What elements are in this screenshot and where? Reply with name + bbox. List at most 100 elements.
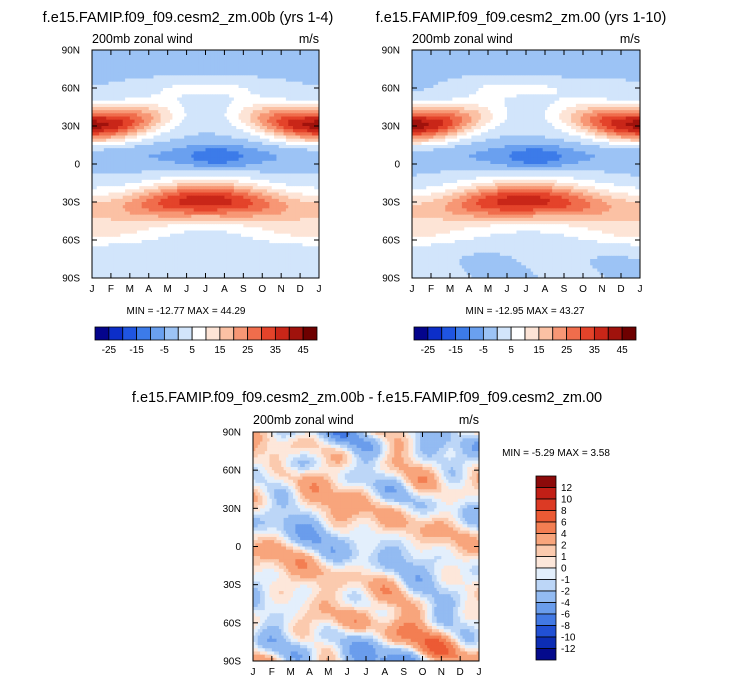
field-cell bbox=[177, 170, 180, 174]
field-cell bbox=[226, 50, 230, 54]
field-cell bbox=[266, 186, 270, 190]
field-cell bbox=[179, 148, 183, 152]
field-cell bbox=[283, 211, 287, 216]
field-cell bbox=[151, 167, 154, 171]
field-cell bbox=[311, 116, 315, 121]
field-cell bbox=[184, 107, 187, 111]
field-cell bbox=[283, 100, 287, 105]
field-cell bbox=[158, 211, 161, 216]
field-cell bbox=[238, 78, 242, 83]
field-cell bbox=[259, 72, 263, 76]
field-cell bbox=[276, 189, 280, 193]
field-cell bbox=[304, 132, 308, 136]
field-cell bbox=[281, 129, 284, 133]
field-cell bbox=[316, 195, 320, 200]
field-cell bbox=[200, 141, 204, 146]
field-cell bbox=[281, 119, 284, 124]
field-cell bbox=[158, 135, 161, 140]
field-cell bbox=[92, 59, 95, 64]
field-cell bbox=[113, 195, 117, 200]
field-cell bbox=[240, 126, 244, 130]
field-cell bbox=[148, 208, 152, 212]
field-cell bbox=[122, 59, 126, 64]
field-cell bbox=[288, 84, 292, 89]
field-cell bbox=[245, 189, 249, 193]
field-cell bbox=[300, 110, 303, 114]
field-cell bbox=[139, 97, 143, 102]
field-cell bbox=[155, 129, 159, 133]
field-cell bbox=[151, 132, 154, 136]
field-cell bbox=[278, 132, 282, 136]
field-cell bbox=[295, 97, 299, 102]
field-cell bbox=[233, 59, 237, 64]
field-cell bbox=[226, 154, 230, 159]
field-cell bbox=[129, 65, 133, 70]
field-cell bbox=[203, 132, 206, 136]
field-cell bbox=[172, 59, 176, 64]
field-cell bbox=[292, 198, 296, 203]
field-cell bbox=[217, 141, 221, 146]
field-cell bbox=[146, 69, 150, 73]
field-cell bbox=[266, 195, 270, 200]
field-cell bbox=[243, 135, 247, 140]
field-cell bbox=[259, 56, 263, 60]
field-cell bbox=[207, 62, 211, 67]
field-cell bbox=[186, 189, 190, 193]
field-cell bbox=[285, 145, 289, 149]
field-cell bbox=[276, 141, 280, 146]
field-cell bbox=[233, 189, 237, 193]
field-cell bbox=[316, 186, 320, 190]
field-cell bbox=[304, 151, 308, 155]
field-cell bbox=[165, 78, 169, 83]
field-cell bbox=[292, 202, 296, 206]
field-cell bbox=[193, 145, 197, 149]
field-cell bbox=[271, 141, 275, 146]
field-cell bbox=[304, 113, 308, 117]
field-cell bbox=[196, 164, 199, 168]
field-cell bbox=[94, 176, 98, 181]
field-cell bbox=[295, 211, 299, 216]
field-cell bbox=[274, 157, 277, 162]
field-cell bbox=[252, 141, 256, 146]
field-cell bbox=[186, 53, 190, 57]
field-cell bbox=[297, 183, 301, 187]
field-cell bbox=[302, 116, 306, 121]
field-cell bbox=[191, 72, 195, 76]
field-cell bbox=[136, 164, 140, 168]
field-cell bbox=[236, 129, 239, 133]
field-cell bbox=[243, 100, 247, 105]
field-cell bbox=[129, 113, 133, 117]
field-cell bbox=[96, 164, 100, 168]
field-cell bbox=[262, 126, 266, 130]
field-cell bbox=[141, 176, 145, 181]
field-cell bbox=[122, 84, 126, 89]
field-cell bbox=[314, 100, 318, 105]
field-cell bbox=[162, 103, 166, 108]
field-cell bbox=[229, 88, 232, 92]
field-cell bbox=[92, 107, 95, 111]
field-cell bbox=[144, 195, 147, 200]
field-cell bbox=[158, 100, 161, 105]
field-cell bbox=[96, 160, 100, 165]
field-cell bbox=[271, 189, 275, 193]
field-cell bbox=[205, 122, 209, 127]
field-cell bbox=[271, 173, 275, 178]
field-cell bbox=[290, 72, 294, 76]
field-cell bbox=[226, 160, 230, 165]
field-cell bbox=[127, 189, 131, 193]
field-cell bbox=[179, 202, 183, 206]
field-cell bbox=[285, 88, 289, 92]
field-cell bbox=[269, 202, 273, 206]
field-cell bbox=[288, 53, 292, 57]
field-cell bbox=[217, 154, 221, 159]
field-cell bbox=[198, 50, 202, 54]
field-cell bbox=[94, 56, 98, 60]
field-cell bbox=[134, 202, 138, 206]
field-cell bbox=[144, 198, 147, 203]
field-cell bbox=[238, 91, 242, 95]
field-cell bbox=[203, 173, 206, 178]
field-cell bbox=[144, 189, 147, 193]
field-cell bbox=[198, 198, 202, 203]
field-cell bbox=[222, 81, 225, 86]
field-cell bbox=[127, 50, 131, 54]
